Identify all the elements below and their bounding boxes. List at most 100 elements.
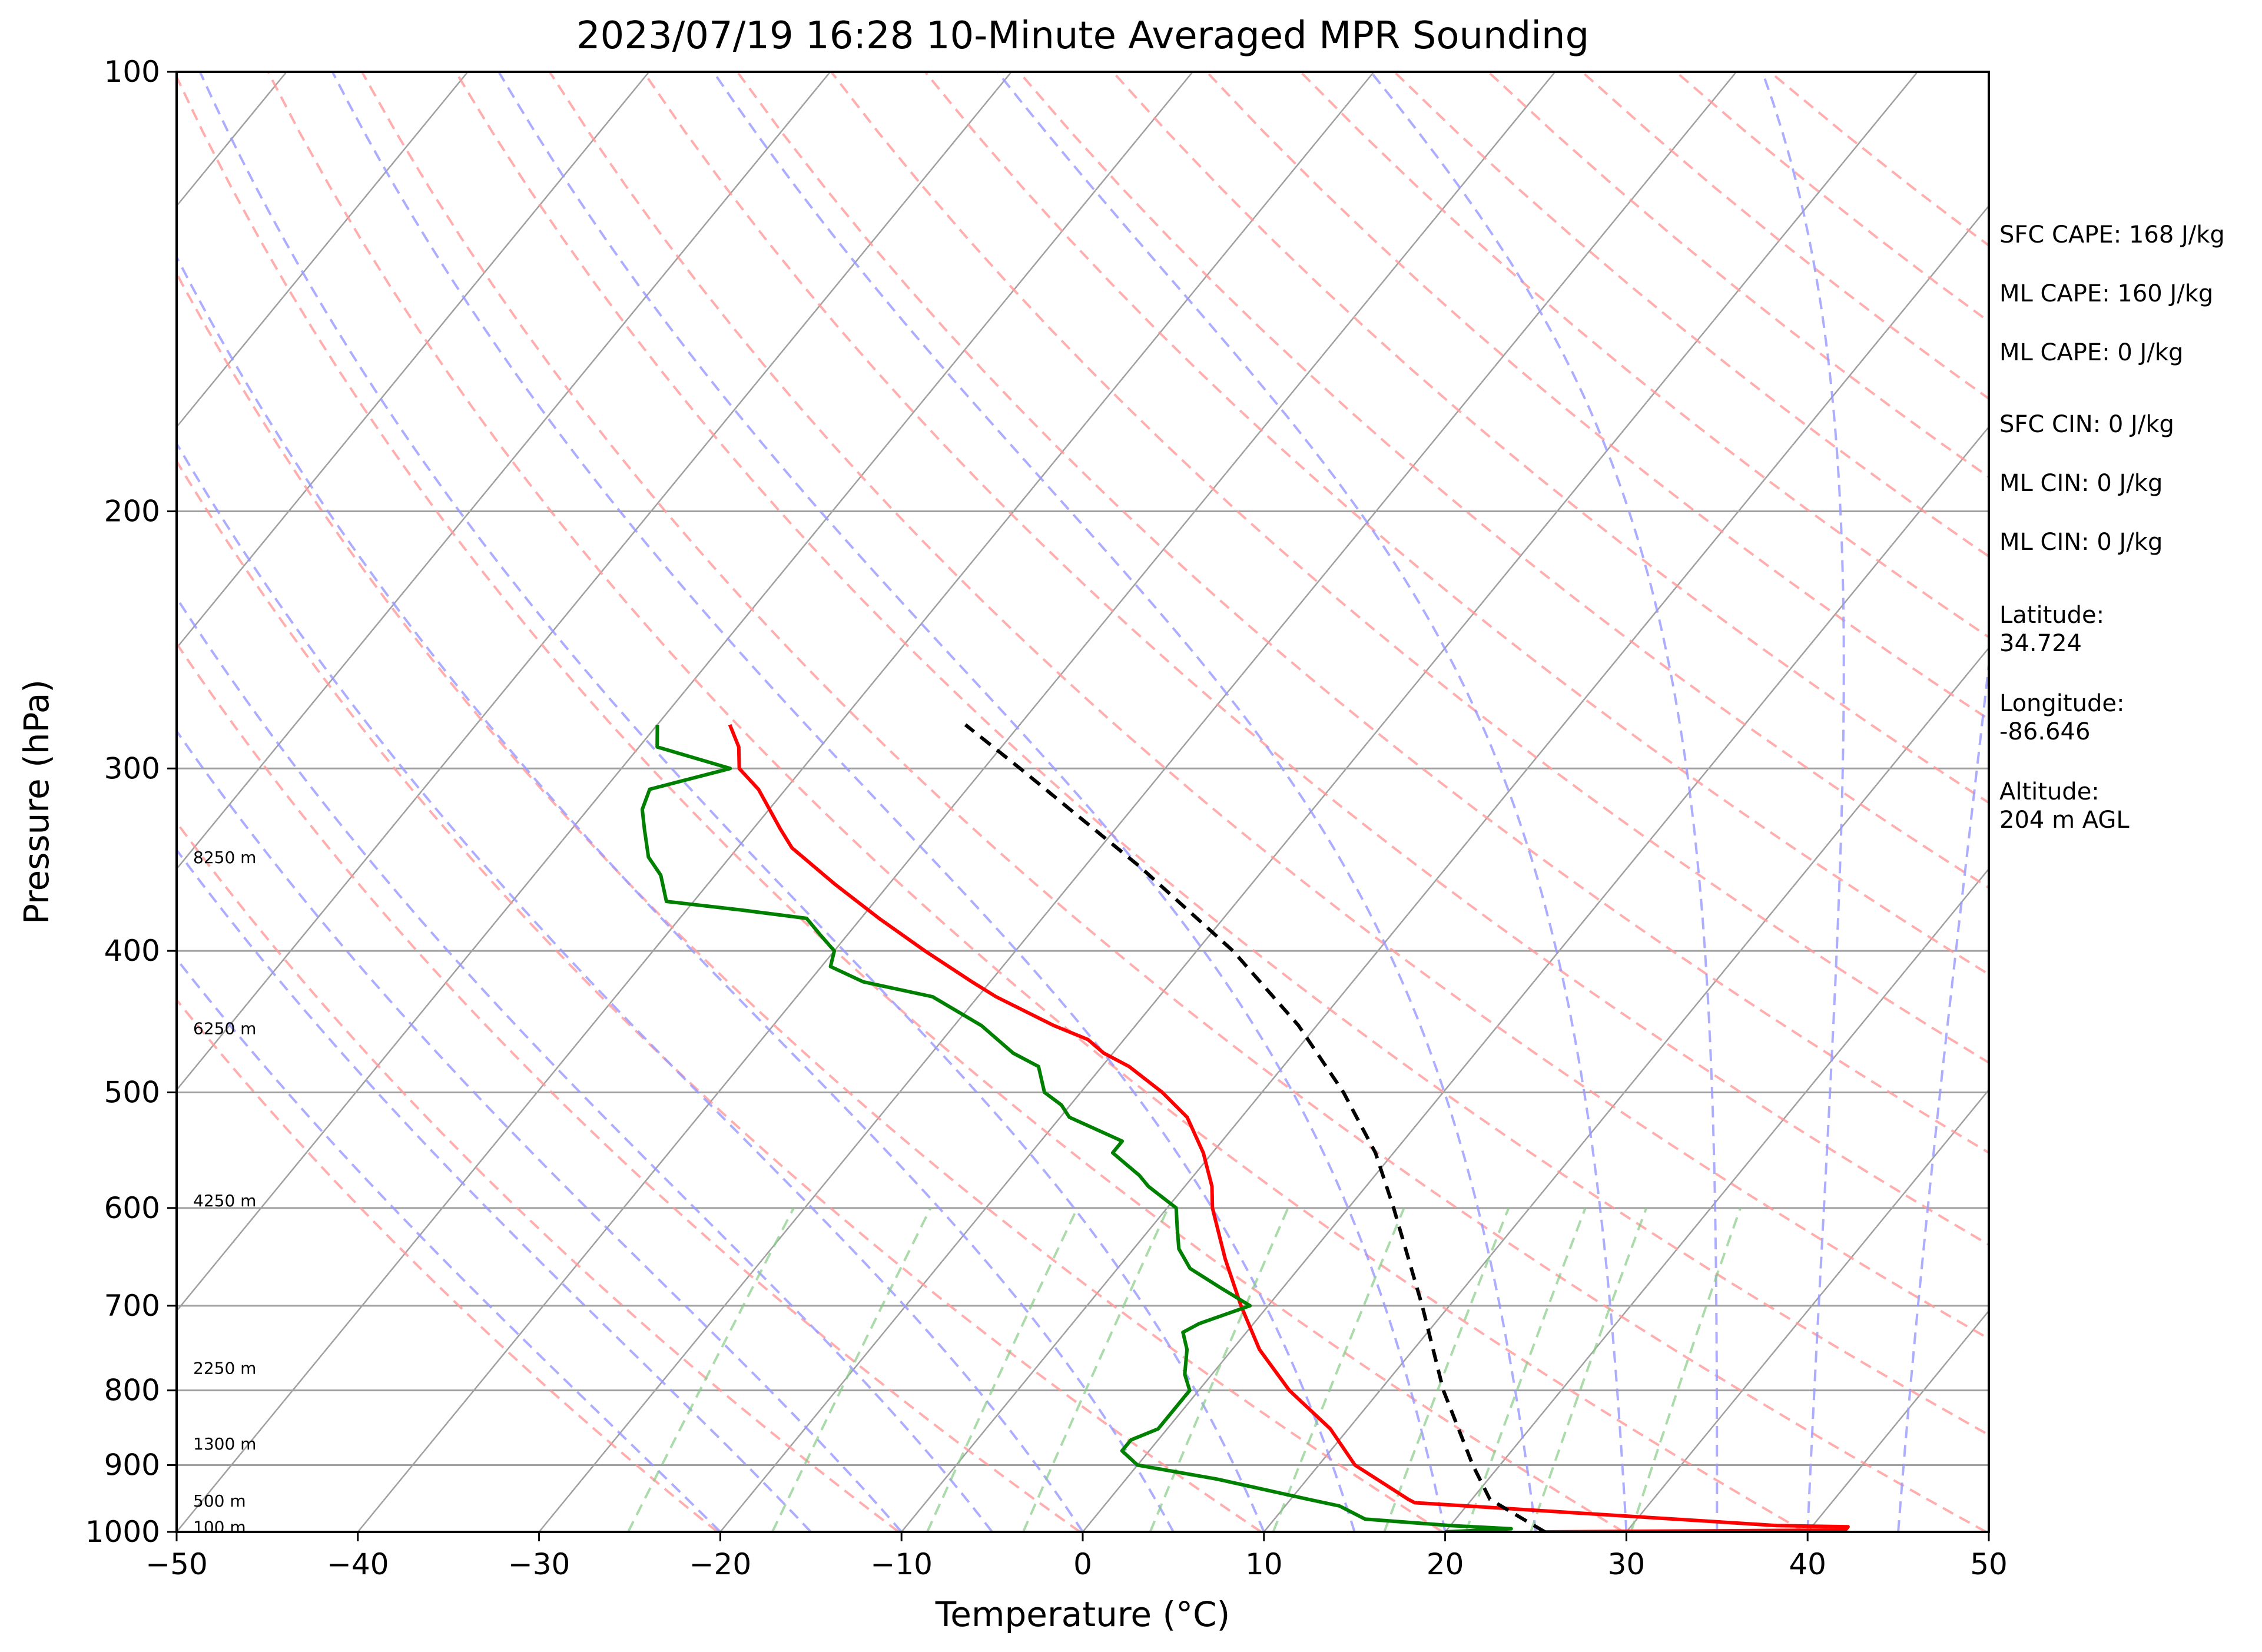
chart-title: 2023/07/19 16:28 10-Minute Averaged MPR …	[576, 14, 1589, 58]
moist-adiabat-line	[177, 957, 721, 1532]
dry-adiabat-line	[360, 72, 1987, 1532]
mixing-ratio-line	[1022, 1207, 1169, 1532]
x-tick-label: −50	[145, 1547, 208, 1581]
y-tick-label: 1000	[85, 1515, 160, 1549]
height-label: 6250 m	[193, 1019, 256, 1039]
isotherm-line	[1082, 426, 1989, 1532]
moist-adiabat-line	[177, 441, 1084, 1532]
info-text-line: 204 m AGL	[1999, 807, 2130, 834]
x-tick-label: 20	[1427, 1547, 1464, 1581]
y-tick-label: 700	[104, 1289, 160, 1323]
mixing-ratio-line	[1464, 1208, 1587, 1532]
info-text-line: SFC CIN: 0 J/kg	[1999, 411, 2174, 438]
x-tick-label: 30	[1608, 1547, 1646, 1581]
isotherm-line	[1263, 646, 1989, 1532]
y-axis-label: Pressure (hPa)	[16, 679, 57, 924]
info-text-line: Latitude:	[1999, 602, 2104, 629]
info-panel: SFC CAPE: 168 J/kg ML CAPE: 160 J/kg ML CA…	[1999, 221, 2225, 834]
isotherm-line	[177, 72, 650, 649]
dry-adiabat-line	[548, 72, 1989, 1341]
height-label: 2250 m	[193, 1358, 256, 1378]
mixing-ratio-line	[1149, 1208, 1289, 1532]
isotherm-line	[177, 72, 1012, 1092]
y-tick-label: 300	[104, 751, 160, 785]
dry-adiabat-line	[267, 72, 1806, 1532]
isotherm-line	[357, 72, 1556, 1532]
parcel-profile-line	[964, 723, 1546, 1532]
height-label: 8250 m	[193, 848, 256, 867]
y-tick-label: 800	[104, 1374, 160, 1408]
dry-adiabat-line	[830, 72, 1989, 1064]
sounding-profiles	[640, 723, 1850, 1532]
height-label: 500 m	[193, 1491, 246, 1511]
mixing-ratio-line	[771, 1207, 932, 1532]
isotherm-line	[177, 72, 831, 870]
moist-adiabat-line	[177, 729, 903, 1532]
mixing-ratio-line	[1383, 1208, 1510, 1532]
info-text-line: -86.646	[1999, 718, 2090, 745]
moist-adiabat-line	[497, 72, 1447, 1532]
isotherm-line	[538, 72, 1737, 1532]
moist-adiabat-line	[177, 254, 1175, 1532]
moist-adiabat-line	[1369, 72, 1719, 1532]
moist-adiabat-line	[1761, 72, 1845, 1532]
x-tick-label: −20	[689, 1547, 752, 1581]
info-text-line: 34.724	[1999, 630, 2082, 657]
moist-adiabat-line	[198, 72, 1265, 1532]
isotherm-line	[901, 204, 1989, 1532]
y-tick-label: 100	[104, 55, 160, 89]
mixing-ratio-line	[926, 1207, 1079, 1532]
x-tick-label: 50	[1970, 1547, 2008, 1581]
info-text-line: SFC CAPE: 168 J/kg	[1999, 221, 2225, 248]
dry-adiabat-line	[736, 72, 1989, 1155]
x-tick-label: −40	[327, 1547, 389, 1581]
moist-adiabat-line	[996, 72, 1628, 1532]
moist-adiabat-line	[712, 72, 1537, 1532]
axes: −50 −40 −30 −20 −10 0 10 20 30 40 50 100 200 300 400 50…	[85, 55, 2008, 1581]
isotherm-line	[177, 72, 1375, 1532]
x-axis-label: Temperature (°C)	[935, 1594, 1230, 1634]
mixing-ratio-line	[1530, 1208, 1648, 1532]
y-tick-label: 600	[104, 1191, 160, 1225]
moist-adiabat-line	[177, 848, 812, 1532]
x-tick-label: 0	[1073, 1547, 1092, 1581]
moist-adiabat-line	[331, 72, 1356, 1532]
height-label: 1300 m	[193, 1434, 256, 1454]
dry-adiabat-line	[1206, 72, 1989, 721]
reference-lines	[177, 72, 1989, 1532]
isotherm-line	[1626, 1089, 1989, 1532]
info-text-line: ML CAPE: 160 J/kg	[1999, 280, 2213, 307]
info-text-line: Longitude:	[1999, 690, 2124, 717]
info-text-line: Altitude:	[1999, 778, 2100, 805]
dry-adiabat-line	[1112, 72, 1989, 804]
dewpoint-profile-line	[640, 724, 1513, 1532]
info-text-line: ML CAPE: 0 J/kg	[1999, 339, 2183, 366]
dry-adiabat-line	[177, 74, 1624, 1532]
y-tick-label: 500	[104, 1075, 160, 1109]
dry-adiabat-line	[177, 641, 1081, 1532]
y-tick-label: 900	[104, 1448, 160, 1482]
temperature-profile-line	[728, 724, 1850, 1532]
isotherm-line	[177, 72, 1193, 1312]
dry-adiabat-line	[455, 72, 1989, 1437]
height-label: 4250 m	[193, 1191, 256, 1210]
isotherm-line	[719, 72, 1918, 1532]
dry-adiabat-line	[177, 998, 719, 1532]
height-labels: 8250 m 6250 m 4250 m 2250 m 1300 m 500 m 100 m	[193, 848, 256, 1537]
y-tick-label: 400	[104, 934, 160, 968]
x-tick-label: 10	[1245, 1547, 1283, 1581]
height-label: 100 m	[193, 1517, 246, 1537]
moist-adiabat-line	[177, 595, 993, 1532]
dry-adiabat-line	[1018, 72, 1989, 890]
x-tick-label: −30	[508, 1547, 571, 1581]
x-tick-label: −10	[870, 1547, 933, 1581]
y-tick-label: 200	[104, 495, 160, 529]
moist-adiabat-line	[1897, 655, 1989, 1532]
dry-adiabat-line	[177, 271, 1444, 1532]
mixing-ratio-line	[1630, 1208, 1742, 1532]
mixing-ratio-line	[627, 1207, 795, 1532]
mixing-ratio-line	[1272, 1208, 1405, 1532]
info-text-line: ML CIN: 0 J/kg	[1999, 470, 2163, 497]
isotherm-line	[1444, 867, 1989, 1532]
